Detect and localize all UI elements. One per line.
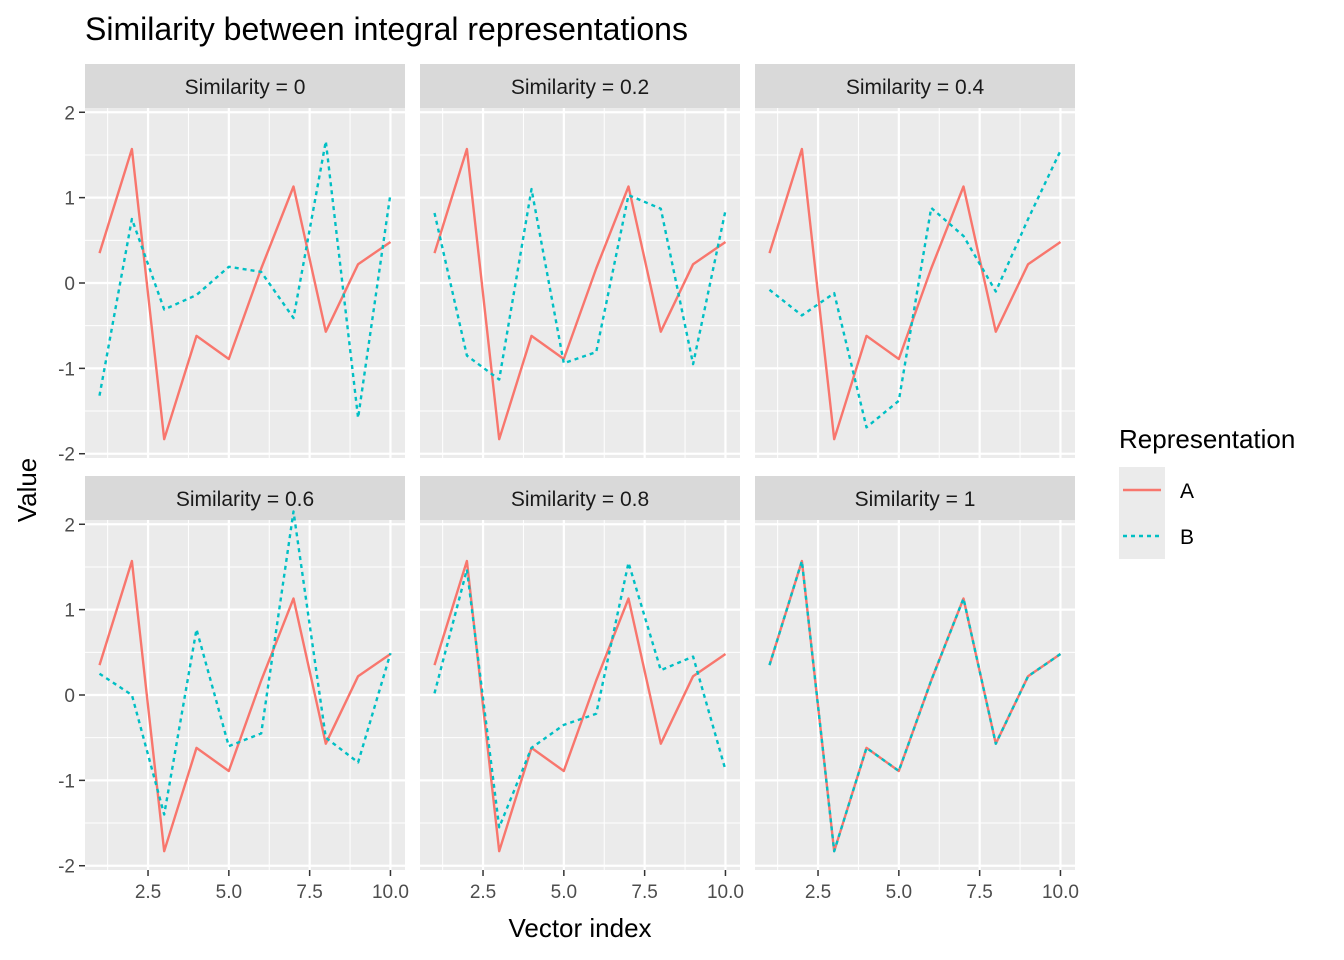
- facet-strip: [755, 476, 1075, 520]
- facet-panel: Similarity = 0: [85, 64, 405, 458]
- y-axis-title: Value: [12, 458, 42, 523]
- facet-strip-label: Similarity = 0.6: [176, 488, 314, 511]
- x-tick-label: 2.5: [470, 882, 496, 903]
- facet-strip-label: Similarity = 0.2: [511, 76, 649, 99]
- x-axes: 2.5 5.0 7.5 10.0 2.5 5.0 7.5 10.0 2.5 5.0 7.5 10.0: [135, 870, 1079, 903]
- facet-panel: Similarity = 0.4: [755, 64, 1075, 458]
- y-tick-label: 1: [64, 189, 75, 210]
- x-tick-label: 10.0: [1042, 882, 1079, 903]
- x-tick-label: 7.5: [631, 882, 657, 903]
- series-line-a: [98, 147, 392, 441]
- x-tick-label: 7.5: [966, 882, 992, 903]
- y-axes: -2 -1 0 1 2 -2 -1 0 1 2: [58, 103, 85, 878]
- legend: Representation AB: [1119, 424, 1295, 559]
- y-tick-label: -1: [58, 771, 75, 792]
- facet-strip: [85, 64, 405, 108]
- y-tick-label: -2: [58, 445, 75, 466]
- series-line-a: [768, 559, 1062, 853]
- x-tick-label: 10.0: [372, 882, 409, 903]
- series-line-b: [433, 561, 727, 829]
- legend-label-b: B: [1180, 526, 1194, 549]
- y-tick-label: -1: [58, 359, 75, 380]
- y-tick-label: 0: [64, 274, 75, 295]
- series-line-a: [98, 559, 392, 853]
- facet-panels: Similarity = 0 Similarity = 0.2 Similarity…: [85, 64, 1075, 870]
- series-line-b: [98, 510, 392, 816]
- facet-strip: [755, 64, 1075, 108]
- facet-panel: Similarity = 0.6: [85, 476, 405, 870]
- facet-strip-label: Similarity = 1: [855, 488, 976, 511]
- facet-panel: Similarity = 0.2: [420, 64, 740, 458]
- y-tick-label: 1: [64, 601, 75, 622]
- x-tick-label: 2.5: [135, 882, 161, 903]
- facet-strip: [85, 476, 405, 520]
- x-tick-label: 2.5: [805, 882, 831, 903]
- series-line-b: [768, 150, 1062, 429]
- facet-panel: Similarity = 0.8: [420, 476, 740, 870]
- x-tick-label: 5.0: [216, 882, 242, 903]
- facet-strip: [420, 64, 740, 108]
- legend-title: Representation: [1119, 424, 1295, 454]
- legend-label-a: A: [1180, 480, 1194, 503]
- y-tick-label: 2: [64, 515, 75, 536]
- legend-key-background: [1119, 467, 1165, 559]
- facet-strip-label: Similarity = 0.4: [846, 76, 985, 99]
- y-tick-label: 0: [64, 686, 75, 707]
- facet-panel: Similarity = 1: [755, 476, 1075, 870]
- series-line-a: [433, 147, 727, 441]
- facet-strip-label: Similarity = 0.8: [511, 488, 649, 511]
- y-tick-label: -2: [58, 857, 75, 878]
- x-tick-label: 7.5: [296, 882, 322, 903]
- y-tick-label: 2: [64, 103, 75, 124]
- facet-strip-label: Similarity = 0: [185, 76, 306, 99]
- series-line-b: [98, 140, 392, 420]
- series-line-a: [768, 147, 1062, 441]
- x-tick-label: 5.0: [551, 882, 577, 903]
- x-tick-label: 5.0: [886, 882, 912, 903]
- x-axis-title: Vector index: [508, 913, 651, 943]
- x-tick-label: 10.0: [707, 882, 744, 903]
- series-line-b: [433, 187, 727, 381]
- facet-strip: [420, 476, 740, 520]
- chart-title: Similarity between integral representati…: [85, 11, 688, 47]
